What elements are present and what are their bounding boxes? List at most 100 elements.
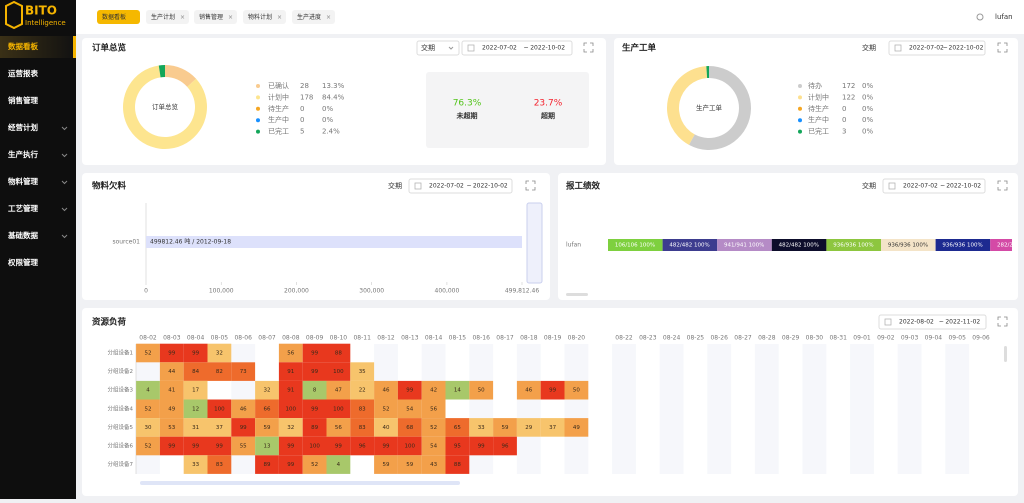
heat-cell: [207, 455, 232, 474]
tab[interactable]: [146, 10, 189, 24]
heat-cell: [255, 418, 279, 437]
heat-cell: [183, 418, 208, 437]
heat-cell: [302, 418, 327, 437]
menu-item[interactable]: 运营报表: [8, 68, 38, 78]
date-range[interactable]: [882, 178, 986, 194]
perf-cell: [881, 239, 936, 251]
heat-cell: [159, 399, 184, 419]
heat-cell: [207, 418, 232, 437]
expand-icon[interactable]: [997, 316, 1008, 327]
tab-close: ×: [277, 14, 282, 21]
legend-count: 0: [300, 105, 304, 113]
tab[interactable]: [194, 10, 237, 24]
date-range[interactable]: [878, 314, 987, 330]
heat-cell: [231, 436, 256, 456]
x-tick-label: 08-20: [568, 335, 586, 342]
menu-item[interactable]: 经营计划: [8, 122, 38, 132]
calendar-icon: [884, 318, 892, 326]
heat-label: 56: [430, 406, 437, 412]
date-separator: ~: [943, 45, 948, 52]
tab[interactable]: [292, 10, 335, 24]
calendar-icon: [467, 44, 475, 52]
active-indicator: [73, 36, 76, 58]
legend-label: 已确认: [268, 81, 289, 90]
heat-cell: [183, 436, 208, 456]
menu-item[interactable]: 物料管理: [8, 176, 38, 186]
date-end: 2022-10-02: [530, 45, 565, 52]
heat-label: 54: [406, 406, 413, 412]
select-box[interactable]: [416, 40, 460, 56]
heat-cell: [326, 399, 351, 419]
heat-cell: [350, 436, 375, 456]
menu-item[interactable]: 生产执行: [8, 149, 38, 159]
x-tick-label: 09-04: [925, 335, 943, 342]
heat-label: 22: [359, 388, 366, 394]
heat-label: 99: [478, 444, 485, 450]
menu-item[interactable]: 销售管理: [8, 95, 38, 105]
heat-label: 52: [311, 462, 318, 468]
date-start: 2022-07-02: [482, 45, 517, 52]
heat-cell: [445, 418, 470, 437]
column-stripe: [945, 344, 970, 474]
heat-label: 52: [145, 444, 152, 450]
heat-cell: [469, 436, 494, 456]
tab[interactable]: [243, 10, 286, 24]
heat-label: 100: [286, 406, 297, 412]
zoom-slider[interactable]: [526, 202, 543, 284]
perf-label: 936/936 100%: [888, 243, 928, 249]
expand-icon[interactable]: [997, 180, 1008, 191]
legend-label: 已完工: [268, 127, 289, 136]
heat-label: 99: [168, 351, 175, 357]
expand-icon[interactable]: [583, 42, 594, 53]
heat-cell: [159, 362, 184, 381]
heat-cell: [159, 343, 184, 363]
heat-cell: [159, 418, 184, 437]
expand-icon[interactable]: [997, 42, 1008, 53]
heat-cell: [136, 343, 160, 363]
perf-label: 941/941 100%: [724, 243, 764, 249]
menu-item[interactable]: 数据看板: [8, 41, 38, 51]
heat-cell: [278, 399, 303, 419]
legend-dot: [256, 118, 260, 123]
date-range[interactable]: [461, 40, 573, 56]
heat-label: 99: [192, 351, 199, 357]
user-name[interactable]: lufan: [995, 13, 1013, 21]
filter-label: 交期: [421, 43, 435, 52]
perf-cell: [826, 239, 881, 251]
legend-dot: [256, 95, 260, 100]
date-end: 2022-10-02: [946, 183, 981, 190]
heat-label: 37: [549, 425, 556, 431]
heat-label: 17: [192, 388, 199, 394]
heat-cell: [159, 436, 184, 456]
heat-cell: [302, 362, 327, 381]
v-scrollbar[interactable]: [1004, 346, 1007, 362]
date-range[interactable]: [888, 40, 986, 56]
heat-cell: [421, 380, 446, 400]
x-tick-label: 08-17: [496, 335, 514, 342]
date-range[interactable]: [408, 178, 513, 194]
x-tick-label: 08-30: [806, 335, 824, 342]
h-scrollbar[interactable]: [566, 293, 588, 296]
heat-cell: [302, 455, 327, 474]
heat-cell: [469, 418, 494, 437]
active-menu-bg: [0, 36, 76, 58]
menu-item[interactable]: 工艺管理: [8, 203, 38, 213]
heat-cell: [255, 399, 279, 419]
x-tick-label: 08-25: [687, 335, 705, 342]
h-scrollbar[interactable]: [140, 481, 460, 485]
legend-dot: [798, 118, 802, 123]
expand-icon[interactable]: [525, 180, 536, 191]
perf-cell: [935, 239, 991, 251]
legend-percent: 0%: [322, 105, 333, 113]
heat-label: 29: [525, 425, 532, 431]
filter-label: 交期: [388, 181, 402, 190]
heat-label: 100: [333, 369, 344, 375]
heat-label: 82: [216, 369, 223, 375]
legend-dot: [256, 129, 260, 134]
donut-slice: [688, 66, 751, 150]
menu-item[interactable]: 基础数据: [7, 230, 38, 240]
heat-label: 50: [573, 388, 580, 394]
bar-label: 499812.46 吨 / 2012-09-18: [150, 238, 231, 246]
menu-item[interactable]: 权限管理: [7, 257, 38, 267]
tab[interactable]: [97, 10, 140, 24]
